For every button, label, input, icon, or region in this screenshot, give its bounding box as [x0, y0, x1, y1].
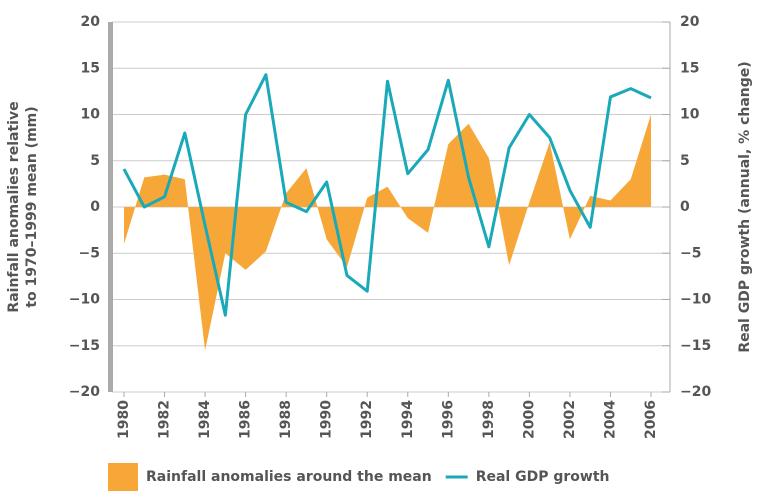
y2-tick-label: 15 [680, 60, 699, 76]
gdp-line [122, 73, 652, 317]
y-tick-label: 5 [90, 153, 100, 169]
y2-axis-label: Real GDP growth (annual, % change) [737, 61, 753, 352]
x-tick-label: 1990 [319, 400, 335, 439]
legend-swatch [108, 463, 138, 491]
legend-label: Rainfall anomalies around the mean [146, 469, 432, 485]
x-tick-label: 2004 [602, 400, 618, 439]
x-tick-label: 1996 [440, 400, 456, 439]
label-part: to 1970–1999 mean (mm) [24, 106, 40, 307]
y2-tick-label: −10 [680, 292, 711, 308]
y2-tick-label: 20 [680, 14, 700, 30]
y-tick-label: −5 [79, 245, 100, 261]
y-tick-label: −15 [69, 338, 100, 354]
legend-label: Real GDP growth [476, 469, 610, 485]
y2-tick-label: −20 [680, 384, 711, 400]
y2-tick-label: 0 [680, 199, 690, 215]
x-tick-label: 1980 [116, 400, 132, 439]
x-tick-label: 1988 [278, 400, 294, 439]
y-tick-label: 0 [90, 199, 100, 215]
y2-tick-label: −5 [680, 245, 701, 261]
y2-tick-label: 5 [680, 153, 690, 169]
x-tick-label: 2000 [521, 400, 537, 439]
y2-tick-label: −15 [680, 338, 711, 354]
y-tick-label: −10 [69, 292, 100, 308]
label-part: Rainfall anomalies relative [6, 101, 22, 312]
y-tick-label: 15 [81, 60, 100, 76]
y-axis-label-line1: Rainfall anomalies relative to 1970–1999 … [6, 101, 40, 312]
x-tick-label: 1986 [238, 400, 254, 439]
x-tick-label: 2002 [562, 400, 578, 439]
x-tick-label: 1992 [359, 400, 375, 439]
x-tick-label: 1994 [400, 400, 416, 439]
y-tick-label: 10 [81, 107, 101, 123]
x-tick-label: 2006 [643, 400, 659, 439]
left-axis-bar [108, 22, 113, 392]
x-tick-label: 1998 [481, 400, 497, 439]
y2-tick-label: 10 [680, 107, 700, 123]
x-tick-label: 1984 [197, 400, 213, 439]
y-tick-label: −20 [69, 384, 100, 400]
x-tick-label: 1982 [157, 400, 173, 439]
y-tick-label: 20 [81, 14, 101, 30]
rainfall-area [124, 114, 651, 351]
